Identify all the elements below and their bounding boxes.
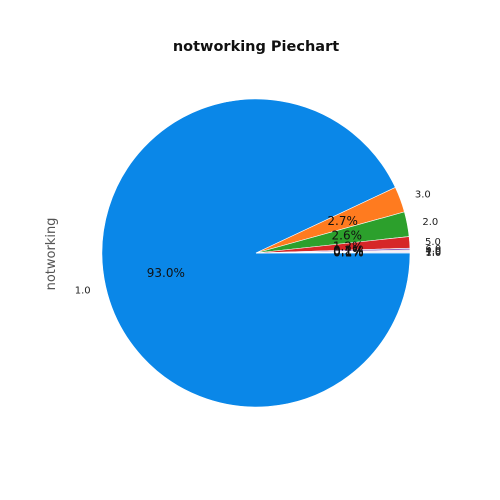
slice-category-label-7: 1.0	[425, 248, 441, 259]
slice-category-label-2: 2.0	[422, 217, 438, 228]
slice-percent-label-6: 0.1%	[333, 245, 364, 259]
slice-category-label-0: 1.0	[75, 285, 91, 296]
slice-percent-label-7: 0.1%	[333, 246, 364, 260]
pie-slice-7	[255, 251, 411, 254]
slice-category-label-4: 6.0	[425, 244, 441, 255]
slice-category-label-3: 5.0	[425, 237, 441, 248]
pie-labels: 1.0 93.0% 3.0 2.7% 2.0 2.6% 5.0 1.2% 6.0 0.2% 4.0 0…	[75, 190, 442, 297]
chart-title: notworking Piechart	[173, 39, 339, 55]
slice-percent-label-1: 2.7%	[327, 214, 358, 228]
slice-percent-label-3: 1.2%	[333, 240, 364, 254]
y-axis-label: notworking	[44, 218, 59, 291]
slice-category-label-6: 1.0	[425, 247, 441, 258]
pie-slices	[101, 98, 411, 408]
slice-percent-label-4: 0.2%	[333, 244, 364, 258]
slice-percent-label-5: 0.1%	[333, 245, 364, 259]
slice-category-label-1: 3.0	[415, 190, 431, 201]
slice-percent-label-2: 2.6%	[332, 229, 363, 243]
slice-category-label-5: 4.0	[425, 246, 441, 257]
slice-percent-label-0: 93.0%	[147, 266, 185, 280]
